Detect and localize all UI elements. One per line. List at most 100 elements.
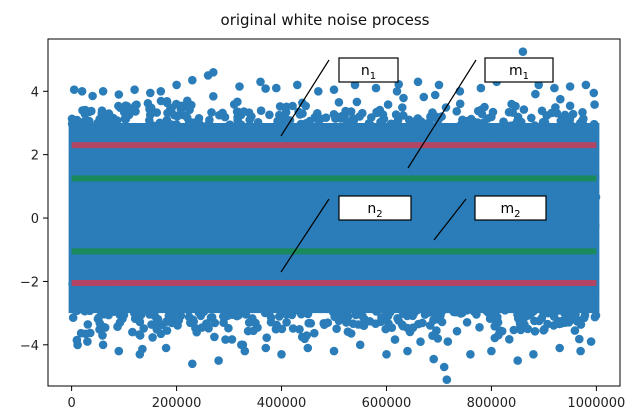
- scatter-point: [307, 149, 316, 159]
- scatter-point: [71, 198, 81, 207]
- scatter-point: [392, 87, 402, 96]
- scatter-point: [497, 270, 506, 280]
- scatter-point: [452, 257, 462, 267]
- scatter-point: [547, 108, 556, 118]
- annotation-pointer: [433, 198, 467, 241]
- scatter-point: [512, 262, 522, 272]
- scatter-point: [162, 115, 172, 125]
- scatter-point: [576, 346, 585, 356]
- scatter-point: [141, 205, 150, 215]
- scatter-point: [238, 184, 248, 194]
- scatter-point: [147, 320, 156, 329]
- scatter-point: [383, 100, 393, 109]
- scatter-point: [473, 106, 483, 116]
- scatter-point: [480, 102, 489, 112]
- annotation-label-subscript: 2: [514, 209, 520, 220]
- scatter-point: [72, 335, 82, 345]
- scatter-point: [398, 103, 407, 112]
- scatter-point: [329, 85, 339, 94]
- scatter-point: [139, 324, 148, 333]
- scatter-point: [89, 206, 99, 216]
- scatter-point: [348, 258, 358, 268]
- scatter-point: [174, 207, 184, 216]
- scatter-point: [408, 164, 417, 174]
- scatter-point: [240, 346, 250, 356]
- scatter-point: [565, 101, 575, 111]
- scatter-point: [212, 212, 222, 222]
- scatter-point: [408, 259, 418, 268]
- scatter-point: [373, 185, 383, 194]
- scatter-point: [207, 108, 216, 117]
- scatter-point: [314, 286, 323, 295]
- scatter-point: [530, 291, 540, 301]
- scatter-point: [351, 310, 361, 320]
- scatter-point: [444, 219, 453, 229]
- scatter-point: [469, 167, 479, 176]
- scatter-point: [499, 117, 508, 126]
- scatter-point: [303, 309, 313, 319]
- scatter-point: [549, 162, 559, 172]
- scatter-point: [232, 107, 242, 116]
- scatter-point: [516, 325, 526, 335]
- scatter-point: [76, 234, 85, 244]
- scatter-point: [71, 306, 81, 315]
- scatter-point: [176, 105, 186, 114]
- scatter-point: [188, 359, 197, 369]
- scatter-point: [548, 290, 557, 299]
- scatter-point: [294, 107, 303, 117]
- scatter-point: [194, 114, 204, 123]
- scatter-point: [516, 184, 526, 193]
- scatter-point: [540, 185, 550, 194]
- scatter-point: [136, 180, 145, 190]
- scatter-point: [529, 350, 538, 359]
- scatter-point: [275, 102, 285, 111]
- scatter-point: [555, 319, 564, 329]
- scatter-point: [519, 313, 529, 323]
- scatter-point: [382, 163, 391, 172]
- scatter-point: [81, 212, 90, 221]
- scatter-point: [478, 239, 487, 249]
- annotation-label-subscript: 1: [370, 71, 376, 82]
- scatter-point: [166, 206, 175, 215]
- scatter-point: [275, 312, 284, 321]
- scatter-point: [435, 193, 444, 203]
- scatter-point: [249, 326, 258, 336]
- scatter-point: [182, 208, 192, 217]
- scatter-point: [224, 323, 233, 333]
- scatter-point: [130, 85, 139, 94]
- scatter-point: [168, 310, 178, 320]
- scatter-point: [292, 196, 302, 205]
- annotation-m2: m2: [433, 195, 547, 241]
- scatter-point: [579, 114, 588, 124]
- scatter-point: [274, 206, 284, 216]
- scatter-point: [539, 294, 549, 304]
- scatter-point: [288, 101, 297, 111]
- scatter-point: [261, 84, 270, 93]
- scatter-point: [250, 212, 260, 221]
- scatter-point: [565, 82, 575, 91]
- scatter-point: [214, 356, 223, 365]
- scatter-point: [527, 307, 537, 317]
- scatter-point: [183, 236, 192, 246]
- annotation-pointer: [280, 59, 330, 137]
- scatter-point: [115, 182, 125, 192]
- scatter-point: [331, 219, 340, 228]
- x-tick-label: 800000: [467, 396, 517, 411]
- scatter-point: [530, 121, 540, 130]
- scatter-point: [277, 350, 286, 359]
- scatter-point: [84, 185, 93, 194]
- scatter-point: [376, 117, 385, 127]
- scatter-point: [418, 187, 427, 197]
- scatter-point: [352, 165, 361, 174]
- scatter-point: [342, 188, 352, 197]
- scatter-point: [281, 107, 291, 117]
- scatter-point: [333, 186, 342, 196]
- scatter-point: [103, 307, 113, 317]
- scatter-point: [365, 317, 375, 326]
- scatter-point: [128, 327, 137, 337]
- scatter-point: [487, 346, 496, 356]
- scatter-point: [527, 113, 536, 123]
- scatter-point: [130, 101, 140, 111]
- scatter-point: [243, 285, 252, 294]
- x-tick-label: 0: [67, 396, 75, 411]
